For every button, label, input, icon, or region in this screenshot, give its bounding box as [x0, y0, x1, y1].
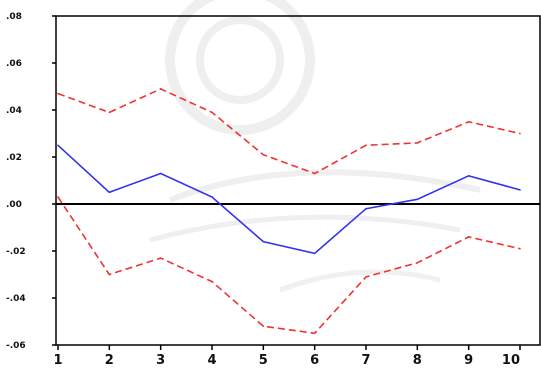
plot-area — [55, 15, 541, 346]
series-2-point — [108, 111, 111, 114]
series-1-point — [57, 144, 59, 147]
x-tick-label: 4 — [207, 353, 216, 368]
series-2-point — [159, 88, 162, 90]
series-3-point — [313, 332, 316, 335]
watermark-emblem — [149, 0, 481, 293]
x-tick-label: 7 — [361, 353, 370, 368]
x-tick-label: 5 — [259, 353, 268, 368]
series-3-point — [159, 257, 162, 259]
x-tick-label: 9 — [464, 353, 473, 368]
y-tick-label: -.04 — [6, 294, 26, 304]
series-3-point — [211, 280, 213, 283]
series-3-point — [262, 325, 265, 328]
series-line-2 — [57, 88, 521, 175]
series-2-point — [365, 144, 367, 147]
y-axis: .08 .06 .04 .02 .00 -.02 -.04 -.06 — [6, 12, 56, 351]
series-1-point — [262, 240, 265, 243]
series-3-point — [57, 196, 59, 198]
series-1-point — [365, 207, 367, 210]
x-tick-label: 10 — [502, 353, 520, 368]
series-1-point — [108, 191, 111, 194]
series-line-1 — [57, 144, 521, 255]
series-group — [57, 88, 521, 335]
series-3-point — [365, 276, 367, 278]
series-1-point — [159, 172, 162, 175]
series-2-point — [262, 153, 265, 156]
series-1-point — [313, 252, 316, 255]
series-1-point — [467, 175, 470, 177]
series-3-point — [467, 236, 470, 238]
series-2-point — [416, 142, 419, 144]
series-1-point — [519, 189, 521, 191]
series-1-point — [211, 196, 213, 198]
y-tick-label: -.02 — [6, 247, 26, 257]
x-axis: 1 2 3 4 5 6 7 8 9 10 — [53, 345, 521, 368]
y-tick-label: .02 — [6, 153, 22, 163]
x-tick-label: 6 — [310, 353, 319, 368]
y-tick-label: .00 — [6, 200, 22, 210]
y-tick-label: .04 — [6, 106, 22, 116]
series-2-point — [519, 132, 521, 135]
y-tick-label: .06 — [6, 59, 22, 69]
y-tick-label: -.06 — [6, 341, 26, 351]
series-2-point — [57, 92, 59, 95]
series-3-point — [108, 273, 111, 276]
series-2-point — [467, 120, 470, 123]
series-2-point — [313, 172, 316, 175]
series-3-point — [416, 261, 419, 264]
x-tick-label: 3 — [156, 353, 165, 368]
x-tick-label: 1 — [53, 353, 62, 368]
x-tick-label: 2 — [105, 353, 114, 368]
series-3-point — [519, 247, 521, 250]
series-1-point — [416, 198, 419, 201]
series-2-point — [211, 111, 213, 114]
x-tick-label: 8 — [413, 353, 422, 368]
series-line-3 — [57, 196, 521, 335]
y-tick-label: .08 — [6, 12, 22, 22]
